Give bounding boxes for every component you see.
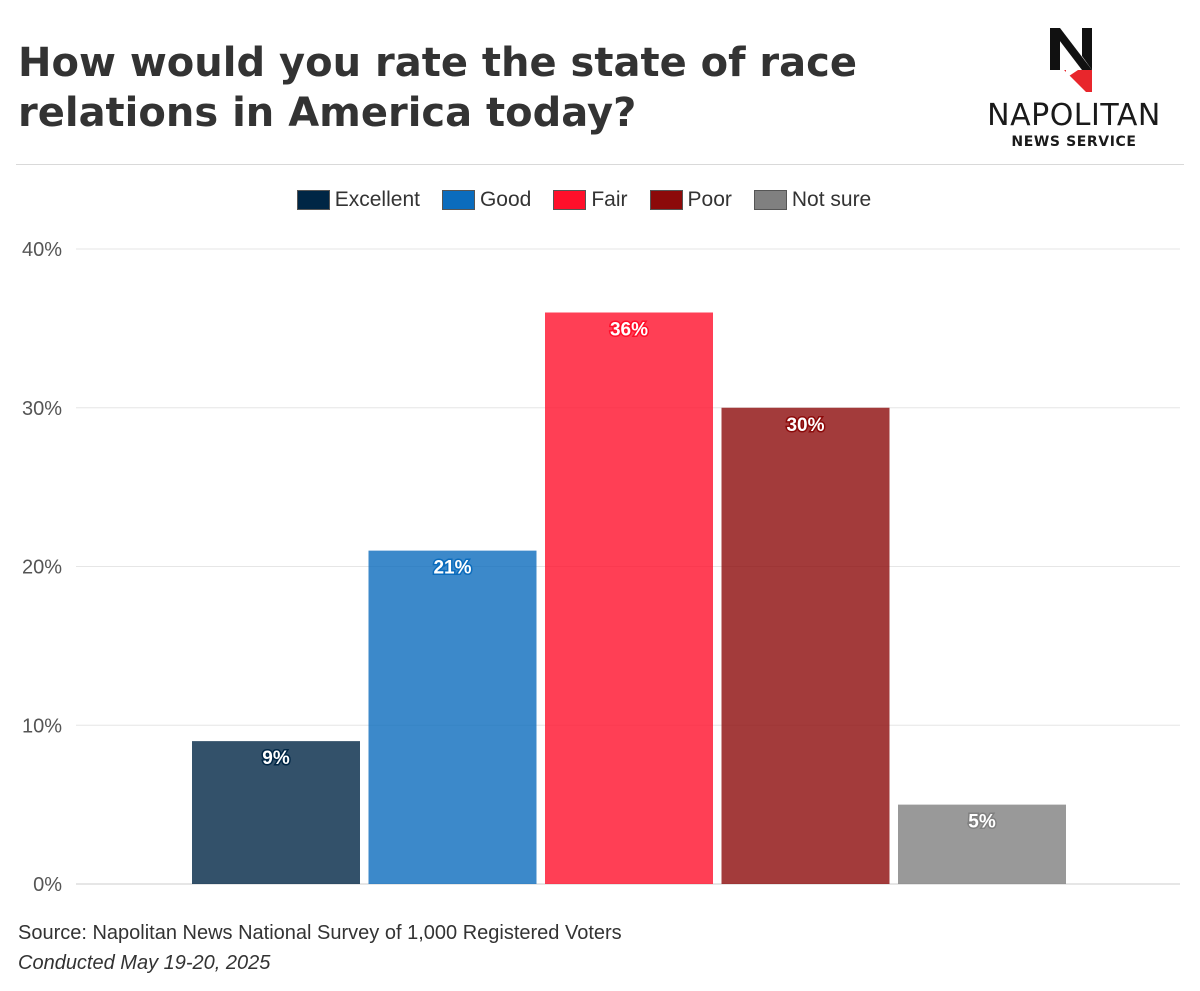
chart-title: How would you rate the state of race rel… bbox=[18, 40, 857, 136]
legend-item: Fair bbox=[553, 188, 628, 212]
y-tick-label: 10% bbox=[22, 715, 62, 737]
bar bbox=[721, 407, 890, 884]
y-tick-label: 0% bbox=[33, 874, 62, 896]
legend-label: Poor bbox=[687, 188, 732, 211]
legend-swatch bbox=[441, 190, 475, 210]
bar bbox=[368, 550, 537, 884]
chart-legend: Excellent Good Fair Poor Not sure bbox=[0, 188, 1168, 212]
conducted-note: Conducted May 19-20, 2025 bbox=[18, 952, 271, 974]
data-label: 5% bbox=[968, 812, 996, 833]
logo-name: NAPOLITAN bbox=[987, 98, 1161, 133]
bar bbox=[545, 312, 713, 884]
y-tick-label: 30% bbox=[22, 398, 62, 420]
data-label: 21% bbox=[433, 558, 471, 579]
bar bbox=[192, 741, 360, 884]
legend-swatch bbox=[753, 190, 787, 210]
bar bbox=[898, 804, 1066, 884]
legend-item: Poor bbox=[649, 188, 732, 212]
header-divider bbox=[16, 164, 1184, 165]
legend-item: Excellent bbox=[296, 188, 420, 212]
source-note: Source: Napolitan News National Survey o… bbox=[18, 922, 622, 944]
legend-label: Good bbox=[479, 188, 532, 211]
napolitan-n-mark-icon bbox=[1050, 28, 1092, 92]
legend-swatch bbox=[296, 190, 330, 210]
data-label: 9% bbox=[262, 748, 290, 769]
napolitan-logo: NAPOLITAN NEWS SERVICE bbox=[972, 26, 1182, 156]
legend-label: Fair bbox=[591, 188, 628, 211]
y-tick-label: 20% bbox=[22, 557, 62, 579]
legend-item: Not sure bbox=[753, 188, 872, 212]
legend-label: Excellent bbox=[334, 188, 420, 211]
legend-swatch bbox=[553, 190, 587, 210]
y-tick-label: 40% bbox=[22, 239, 62, 261]
legend-label: Not sure bbox=[791, 188, 872, 211]
legend-item: Good bbox=[441, 188, 532, 212]
data-label: 30% bbox=[786, 415, 824, 436]
data-label: 36% bbox=[610, 320, 648, 341]
logo-subtitle: NEWS SERVICE bbox=[1011, 134, 1137, 150]
bar-chart: 0% 10% 20% 30% 40% 9% 21% 36% 30% 5% bbox=[22, 239, 1180, 896]
legend-swatch bbox=[649, 190, 683, 210]
